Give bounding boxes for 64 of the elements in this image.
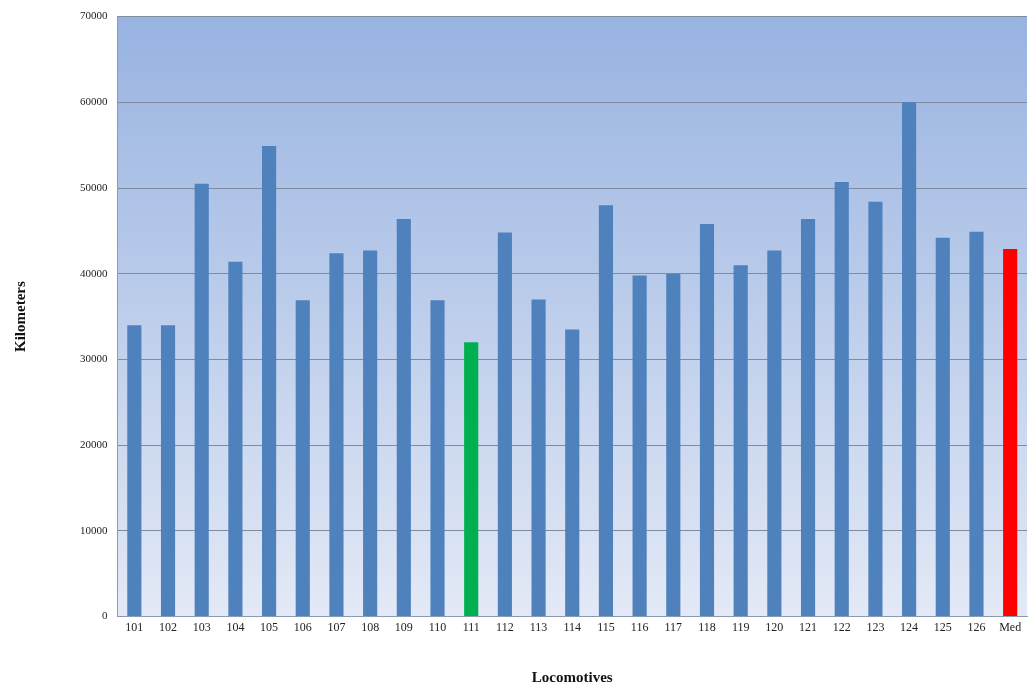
x-tick-label: 104 (226, 619, 245, 634)
bar (396, 218, 411, 617)
x-tick-label: 102 (159, 619, 178, 634)
x-tick-label: 101 (125, 619, 144, 634)
bar (228, 261, 243, 617)
x-tick-label: 121 (799, 619, 818, 634)
y-axis-title: Kilometers (11, 281, 28, 353)
x-tick-label: 124 (900, 619, 919, 634)
x-tick-label: 111 (462, 619, 480, 634)
bar (160, 325, 176, 617)
x-tick-label: 123 (866, 619, 885, 634)
bar (262, 146, 277, 617)
x-tick-label: 108 (361, 619, 380, 634)
x-tick-label: 115 (597, 619, 615, 634)
bar (295, 300, 310, 617)
bar (598, 205, 614, 617)
y-tick-label: 60000 (80, 95, 108, 108)
bar (329, 253, 344, 617)
bar (935, 237, 950, 617)
bar (733, 265, 748, 617)
x-tick-label: 110 (428, 619, 447, 634)
x-tick-label: 126 (967, 619, 986, 634)
bar (868, 201, 883, 617)
x-tick-label: 113 (529, 619, 548, 634)
x-axis-title: Locomotives (531, 668, 613, 685)
bar (969, 231, 984, 617)
x-tick-label: 103 (192, 619, 211, 634)
bar (497, 232, 512, 617)
bar (194, 183, 209, 617)
x-tick-label: 125 (933, 619, 952, 634)
y-tick-label: 10000 (80, 523, 108, 536)
x-tick-label: 114 (563, 619, 582, 634)
bar (531, 299, 546, 617)
bar (767, 250, 782, 617)
bar (632, 275, 647, 617)
x-tick-label: 107 (327, 619, 346, 634)
x-tick-label: 117 (664, 619, 683, 634)
x-tick-label: Med (999, 619, 1022, 634)
bar (902, 102, 917, 617)
bar (834, 182, 849, 617)
bar (666, 273, 681, 617)
y-tick-label: 0 (102, 609, 108, 622)
x-tick-label: 105 (260, 619, 279, 634)
x-tick-label: 112 (496, 619, 514, 634)
y-tick-label: 50000 (80, 180, 108, 193)
bar (127, 325, 142, 617)
x-tick-label: 120 (765, 619, 784, 634)
bar (1003, 248, 1018, 617)
bar (699, 224, 715, 617)
y-tick-label: 40000 (80, 266, 108, 279)
x-tick-label: 106 (293, 619, 312, 634)
x-tick-label: 122 (832, 619, 851, 634)
x-tick-label: 109 (394, 619, 413, 634)
bar (363, 250, 378, 617)
bar (430, 300, 445, 617)
y-tick-label: 70000 (80, 9, 108, 22)
y-tick-label: 30000 (80, 352, 108, 365)
x-tick-label: 116 (630, 619, 649, 634)
x-tick-label: 119 (731, 619, 750, 634)
bar (800, 218, 816, 617)
bar (464, 342, 479, 617)
x-tick-label: 118 (698, 619, 716, 634)
bar (565, 329, 580, 617)
y-tick-label: 20000 (80, 438, 108, 451)
